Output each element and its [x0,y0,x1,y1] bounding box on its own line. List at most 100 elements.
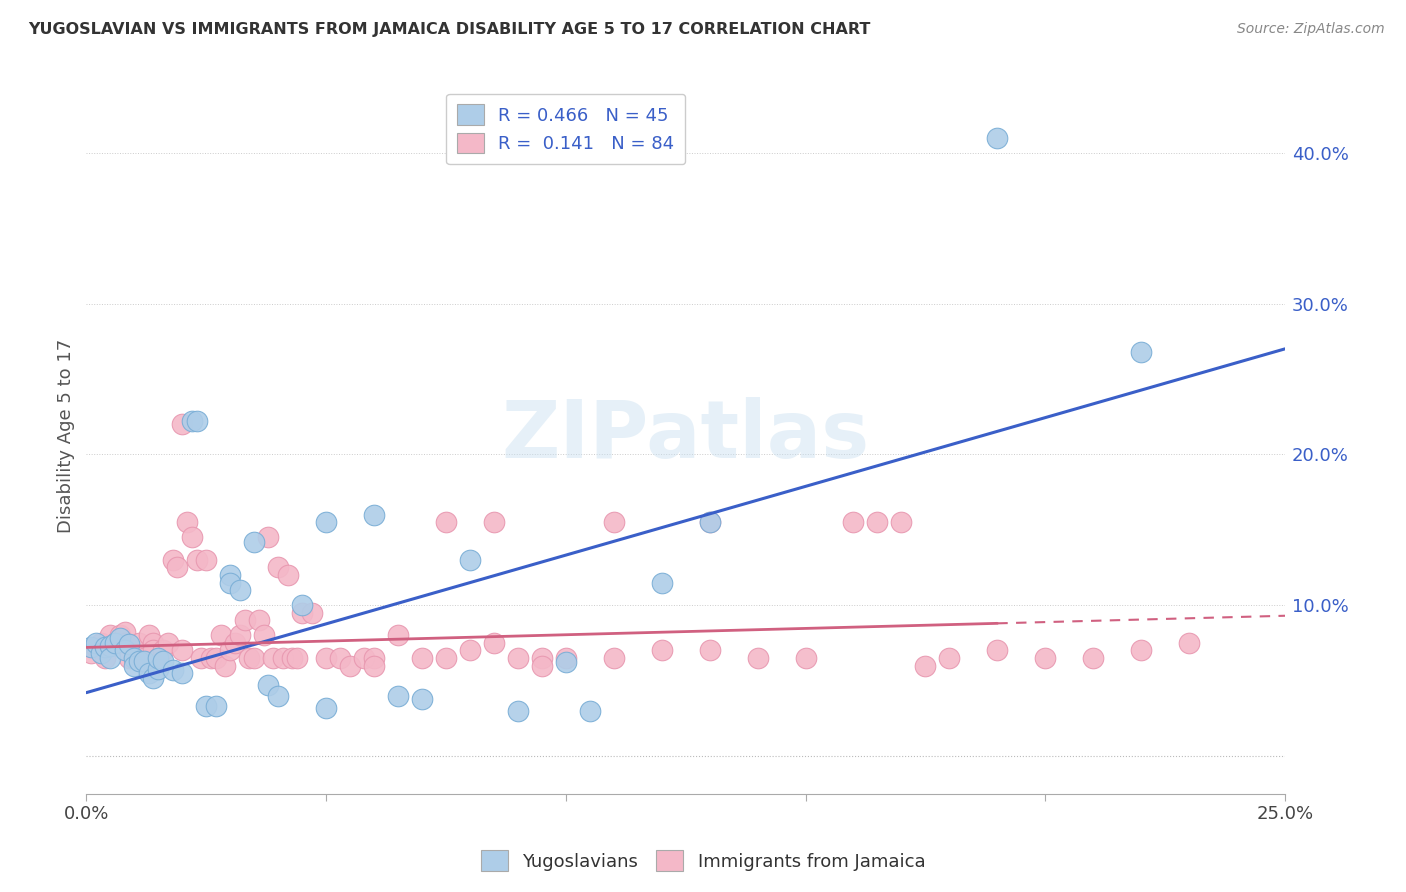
Point [1083,651,1105,665]
Legend: Yugoslavians, Immigrants from Jamaica: Yugoslavians, Immigrants from Jamaica [474,843,932,879]
Point [267,560,290,574]
Point [209,628,232,642]
Point [699,515,721,529]
Point [986,130,1008,145]
Point [301,606,323,620]
Point [98,639,121,653]
Point [204,699,226,714]
Point [94,651,117,665]
Point [98,651,121,665]
Point [315,515,337,529]
Point [114,636,136,650]
Point [80,647,103,661]
Point [219,643,242,657]
Point [118,637,141,651]
Point [108,628,131,642]
Point [214,658,236,673]
Point [180,414,202,428]
Point [285,651,308,665]
Point [142,643,165,657]
Point [122,643,145,657]
Legend: R = 0.466   N = 45, R =  0.141   N = 84: R = 0.466 N = 45, R = 0.141 N = 84 [446,94,686,164]
Point [554,651,576,665]
Point [794,651,817,665]
Point [172,417,194,432]
Point [108,632,131,646]
Point [315,651,337,665]
Point [128,636,150,650]
Point [530,651,553,665]
Point [243,651,266,665]
Point [229,628,252,642]
Text: YUGOSLAVIAN VS IMMIGRANTS FROM JAMAICA DISABILITY AGE 5 TO 17 CORRELATION CHART: YUGOSLAVIAN VS IMMIGRANTS FROM JAMAICA D… [28,22,870,37]
Point [257,530,280,544]
Point [104,636,127,650]
Point [172,666,194,681]
Point [166,560,188,574]
Point [186,553,208,567]
Point [122,651,145,665]
Point [132,651,155,665]
Point [938,651,960,665]
Point [458,553,481,567]
Point [291,606,314,620]
Point [1130,643,1153,657]
Y-axis label: Disability Age 5 to 17: Disability Age 5 to 17 [58,338,75,533]
Point [94,640,117,655]
Point [219,575,242,590]
Point [434,515,457,529]
Point [747,651,769,665]
Point [204,651,226,665]
Point [277,568,299,582]
Point [329,651,352,665]
Point [128,654,150,668]
Point [458,643,481,657]
Point [651,575,673,590]
Point [651,643,673,657]
Point [90,636,112,650]
Point [190,651,212,665]
Point [142,636,165,650]
Text: ZIPatlas: ZIPatlas [502,397,870,475]
Point [114,625,136,640]
Point [84,636,107,650]
Point [986,643,1008,657]
Point [180,530,202,544]
Point [80,640,103,655]
Point [243,534,266,549]
Point [104,636,127,650]
Point [482,636,505,650]
Point [122,651,145,665]
Point [132,654,155,668]
Point [387,689,409,703]
Point [229,583,252,598]
Point [162,553,184,567]
Point [271,651,294,665]
Point [162,663,184,677]
Point [1130,344,1153,359]
Point [387,628,409,642]
Point [506,651,529,665]
Point [1178,636,1201,650]
Point [603,651,626,665]
Point [138,666,160,681]
Point [578,704,600,718]
Point [176,515,198,529]
Point [842,515,865,529]
Text: Source: ZipAtlas.com: Source: ZipAtlas.com [1237,22,1385,37]
Point [506,704,529,718]
Point [914,658,936,673]
Point [98,628,121,642]
Point [291,598,314,612]
Point [138,628,160,642]
Point [253,628,276,642]
Point [152,643,174,657]
Point [148,661,170,675]
Point [257,678,280,692]
Point [434,651,457,665]
Point [363,508,385,522]
Point [262,651,284,665]
Point [148,651,170,665]
Point [219,568,242,582]
Point [195,699,218,714]
